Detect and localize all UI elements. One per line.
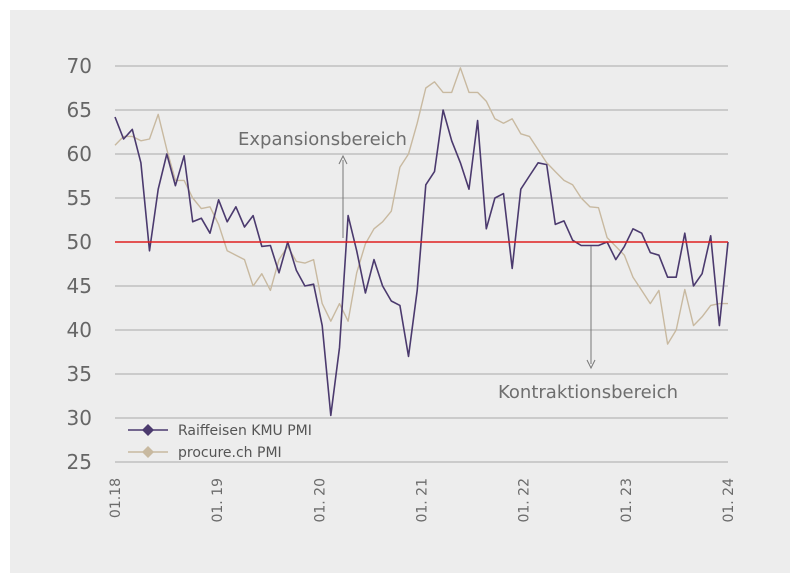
- annotation-expansion-label: Expansionsbereich: [238, 129, 407, 150]
- y-tick-label: 70: [67, 54, 92, 78]
- series-lines: [114, 67, 729, 417]
- y-tick-label: 65: [67, 98, 92, 122]
- x-tick-label: 01. 22: [517, 478, 533, 523]
- y-tick-label: 35: [67, 362, 92, 386]
- y-tick-label: 45: [67, 274, 92, 298]
- legend: Raiffeisen KMU PMI procure.ch PMI: [128, 423, 312, 461]
- x-tick-label: 01.18: [108, 478, 124, 518]
- legend-label: Raiffeisen KMU PMI: [178, 423, 312, 439]
- x-tick-label: 01. 23: [619, 478, 635, 523]
- series-line-raiffeisen-kmu-pmi: [114, 109, 729, 417]
- annotation-contraction-label: Kontraktionsbereich: [498, 382, 678, 403]
- y-tick-label: 30: [67, 406, 92, 430]
- x-tick-label: 01. 19: [210, 478, 226, 523]
- legend-diamond-marker: [142, 446, 154, 458]
- y-tick-label: 55: [67, 186, 92, 210]
- legend-label: procure.ch PMI: [178, 445, 282, 461]
- x-tick-label: 01. 24: [721, 478, 737, 523]
- legend-diamond-marker: [142, 424, 154, 436]
- y-axis-ticks: 25 30 35 40 45 50 55 60 65 70: [67, 54, 92, 474]
- y-tick-label: 50: [67, 230, 92, 254]
- x-tick-label: 01. 20: [312, 478, 328, 523]
- y-tick-label: 25: [67, 450, 92, 474]
- series-line-procure-ch-pmi: [114, 67, 728, 345]
- chart-panel: 25 30 35 40 45 50 55 60 65 70 01.18 01. 19 01. 20 01…: [10, 10, 790, 573]
- x-axis-ticks: 01.18 01. 19 01. 20 01. 21 01. 22 01. 23 01. 2…: [108, 478, 737, 523]
- y-tick-label: 60: [67, 142, 92, 166]
- y-tick-label: 40: [67, 318, 92, 342]
- annotations: Expansionsbereich Kontraktionsbereich: [238, 129, 678, 403]
- annotation-expansion-arrowhead: [338, 154, 348, 165]
- x-tick-label: 01. 21: [415, 478, 431, 523]
- annotation-contraction-arrowhead: [586, 359, 596, 370]
